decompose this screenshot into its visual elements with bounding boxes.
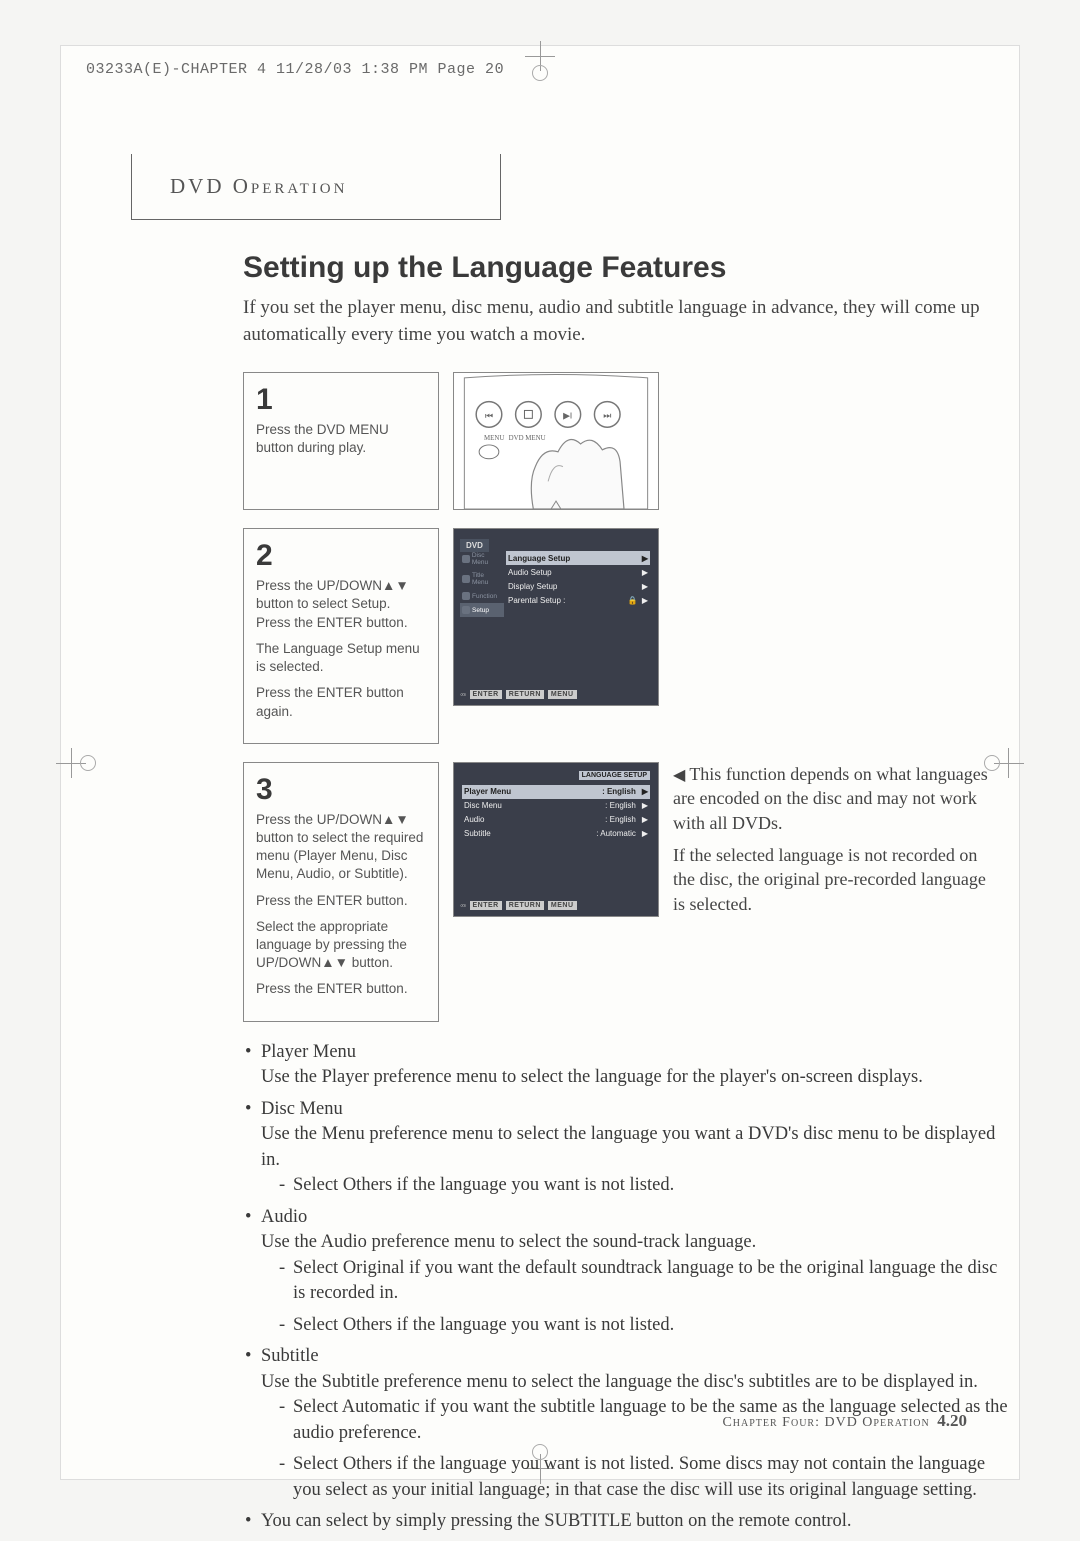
osd-sidebar-item: Setup <box>460 603 504 617</box>
osd-header: LANGUAGE SETUP <box>579 771 650 780</box>
step-text: The Language Setup menu is selected. <box>256 640 426 676</box>
step-box-3: 3 Press the UP/DOWN▲▼ button to select t… <box>243 762 439 1022</box>
svg-text:MENU: MENU <box>484 435 504 442</box>
osd-footer-btn: MENU <box>548 901 577 910</box>
list-item: Select Original if you want the default … <box>279 1256 1013 1307</box>
osd-row: Audio Setup▶ <box>506 565 650 579</box>
step-number: 2 <box>256 539 426 573</box>
list-item: Select Others if the language you want i… <box>279 1452 1013 1503</box>
osd-sidebar-item: Title Menu <box>460 569 504 589</box>
osd-row: Disc Menu: English▶ <box>462 799 650 813</box>
osd-footer-btn: ENTER <box>470 901 502 910</box>
lock-icon: 🔒 <box>628 596 638 605</box>
nav-pad-icon: ◦▫◦ <box>460 690 466 699</box>
osd-language-figure: LANGUAGE SETUP Player Menu: English▶ Dis… <box>453 762 659 917</box>
osd-setup-figure: DVD Disc Menu Title Menu Function Setup … <box>453 528 659 706</box>
remote-figure: ⏮ ▶‖ ⏭ MENU DVD MENU <box>453 372 659 510</box>
chevron-right-icon: ▶ <box>642 582 648 591</box>
step-box-1: 1 Press the DVD MENU button during play. <box>243 372 439 510</box>
bullet-list: Player Menu Use the Player preference me… <box>243 1040 1013 1535</box>
step-text: Press the DVD MENU button during play. <box>256 421 426 457</box>
page-footer: Chapter Four: DVD Operation 4.20 <box>722 1411 967 1431</box>
header-meta: 03233A(E)-CHAPTER 4 11/28/03 1:38 PM Pag… <box>86 61 504 78</box>
svg-text:DVD MENU: DVD MENU <box>509 435 546 442</box>
step-row-3: 3 Press the UP/DOWN▲▼ button to select t… <box>243 762 1013 1022</box>
list-item: Audio Use the Audio preference menu to s… <box>243 1205 1013 1339</box>
section-label: DVD Operation <box>170 174 347 199</box>
osd-footer-btn: MENU <box>548 690 577 699</box>
svg-text:⏮: ⏮ <box>485 411 493 421</box>
step-text: Press the ENTER button. <box>256 892 426 910</box>
step-number: 1 <box>256 383 426 417</box>
osd-row: Display Setup▶ <box>506 579 650 593</box>
nav-pad-icon: ◦▫◦ <box>460 901 466 910</box>
side-note: ◀This function depends on what languages… <box>673 762 993 924</box>
osd-row: Subtitle: Automatic▶ <box>462 827 650 841</box>
osd-row: Parental Setup :🔒▶ <box>506 593 650 607</box>
svg-text:⏭: ⏭ <box>603 411 611 421</box>
osd-footer-btn: ENTER <box>470 690 502 699</box>
step-text: Press the ENTER button. <box>256 980 426 998</box>
chevron-right-icon: ▶ <box>642 787 648 796</box>
chevron-right-icon: ▶ <box>642 554 648 563</box>
remote-illustration: ⏮ ▶‖ ⏭ MENU DVD MENU <box>454 373 658 509</box>
step-text: Press the UP/DOWN▲▼ button to select Set… <box>256 577 426 632</box>
osd-row: Audio: English▶ <box>462 813 650 827</box>
intro-text: If you set the player menu, disc menu, a… <box>243 295 1013 348</box>
osd-sidebar-item: Disc Menu <box>460 549 504 569</box>
crop-mark-top <box>520 41 560 81</box>
section-header-box: DVD Operation <box>131 154 501 220</box>
osd-sidebar-item: Function <box>460 589 504 603</box>
osd-row: Player Menu: English▶ <box>462 785 650 799</box>
step-text: Press the UP/DOWN▲▼ button to select the… <box>256 811 426 884</box>
chevron-right-icon: ▶ <box>642 596 648 605</box>
step-box-2: 2 Press the UP/DOWN▲▼ button to select S… <box>243 528 439 744</box>
step-row-2: 2 Press the UP/DOWN▲▼ button to select S… <box>243 528 1013 744</box>
step-number: 3 <box>256 773 426 807</box>
svg-text:▶‖: ▶‖ <box>563 411 572 421</box>
list-item: Select Others if the language you want i… <box>279 1173 1013 1199</box>
chevron-right-icon: ▶ <box>642 568 648 577</box>
chevron-right-icon: ▶ <box>642 829 648 838</box>
osd-footer-btn: RETURN <box>506 901 544 910</box>
chevron-right-icon: ▶ <box>642 815 648 824</box>
crop-mark-left <box>56 743 96 783</box>
list-item: Player Menu Use the Player preference me… <box>243 1040 1013 1091</box>
step-text: Press the ENTER button again. <box>256 684 426 720</box>
list-item: You can select by simply pressing the SU… <box>243 1509 1013 1535</box>
list-item: Select Others if the language you want i… <box>279 1313 1013 1339</box>
step-row-1: 1 Press the DVD MENU button during play.… <box>243 372 1013 510</box>
list-item: Disc Menu Use the Menu preference menu t… <box>243 1097 1013 1199</box>
page-title: Setting up the Language Features <box>243 251 1013 285</box>
osd-row: Language Setup▶ <box>506 551 650 565</box>
osd-footer-btn: RETURN <box>506 690 544 699</box>
step-text: Select the appropriate language by press… <box>256 918 426 973</box>
chevron-right-icon: ▶ <box>642 801 648 810</box>
left-arrow-icon: ◀ <box>673 767 685 784</box>
